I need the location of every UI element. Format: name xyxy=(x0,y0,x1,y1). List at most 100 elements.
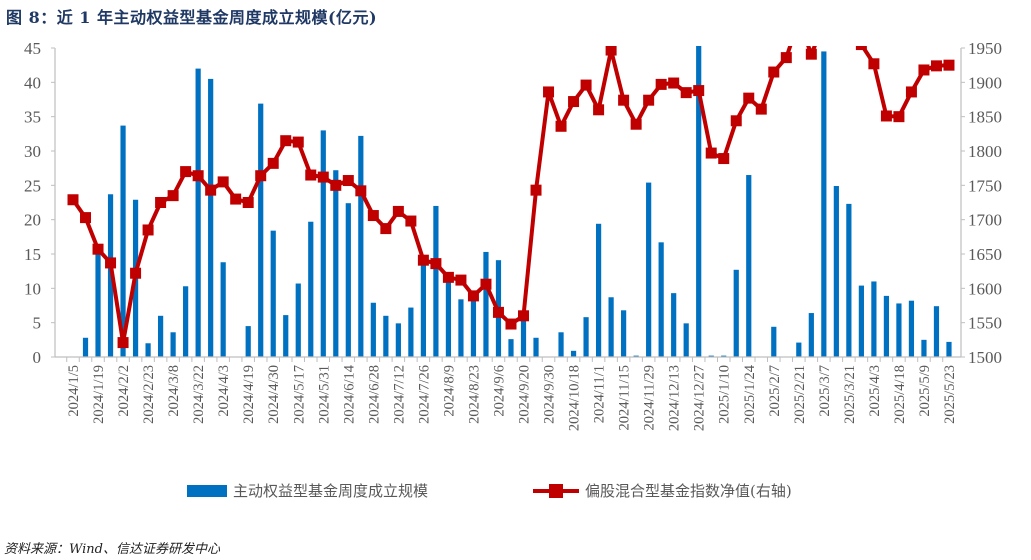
line-marker xyxy=(680,87,692,99)
bar xyxy=(946,341,952,357)
x-tick-label: 2024/9/6 xyxy=(491,365,507,417)
line-marker xyxy=(242,197,254,208)
line-marker xyxy=(255,170,267,182)
chart-title: 图 8：近 1 年主动权益型基金周度成立规模(亿元) xyxy=(6,8,378,27)
bar xyxy=(583,317,589,357)
line-marker xyxy=(593,104,605,116)
x-tick-label: 2025/2/7 xyxy=(767,365,783,417)
line-marker xyxy=(280,135,292,147)
bar xyxy=(395,323,401,357)
line-marker xyxy=(192,170,204,182)
left-tick-label: 0 xyxy=(33,348,42,367)
line-marker xyxy=(442,271,454,283)
chart: 0 5 10 15 20 25 30 35 40 45 1500 1550 1600 1650 1700 17… xyxy=(24,15,1002,431)
bar xyxy=(621,310,627,357)
line-marker xyxy=(405,215,417,227)
right-tick-label: 1600 xyxy=(968,279,1002,298)
line-marker xyxy=(655,78,667,90)
bar xyxy=(420,260,426,357)
legend-bar-label: 主动权益型基金周度成立规模 xyxy=(233,482,429,500)
bar xyxy=(633,355,639,357)
line-marker xyxy=(180,166,192,178)
x-tick-label: 2024/10/18 xyxy=(567,365,583,431)
line-marker xyxy=(543,86,555,98)
bar xyxy=(195,68,201,357)
line-marker xyxy=(355,185,367,197)
line-marker xyxy=(417,254,429,266)
x-tick-label: 2024/8/23 xyxy=(466,365,482,424)
line-marker xyxy=(918,64,930,76)
bar xyxy=(308,221,314,357)
bar xyxy=(721,355,727,357)
bar xyxy=(708,355,714,357)
bar xyxy=(520,315,527,357)
bar xyxy=(508,339,514,357)
x-tick-label: 2025/3/21 xyxy=(842,365,858,424)
line-marker xyxy=(167,190,179,202)
line-marker xyxy=(780,52,792,64)
x-tick-label: 2024/5/17 xyxy=(291,365,307,424)
x-tick-label: 2024/6/28 xyxy=(366,365,382,424)
line-marker xyxy=(342,175,354,187)
line-marker xyxy=(843,32,854,43)
bar xyxy=(408,307,414,357)
x-tick-label: 2024/5/31 xyxy=(316,365,332,424)
bar xyxy=(383,315,389,357)
left-tick-label: 15 xyxy=(24,245,41,264)
line-marker xyxy=(155,197,167,208)
x-tick-label: 2024/4/3 xyxy=(216,365,232,417)
left-tick-label: 35 xyxy=(24,108,41,127)
line-marker xyxy=(568,96,580,108)
bar xyxy=(558,332,564,357)
left-tick-label: 25 xyxy=(24,176,41,195)
bar xyxy=(270,230,276,357)
left-tick-label: 30 xyxy=(24,142,41,161)
x-tick-label: 2025/4/3 xyxy=(867,365,883,417)
bar xyxy=(157,315,164,357)
line-marker xyxy=(555,120,567,132)
bar xyxy=(145,343,151,357)
line-marker xyxy=(893,111,905,123)
bar xyxy=(921,339,927,357)
line-marker xyxy=(805,48,817,60)
bar xyxy=(295,283,301,357)
line-marker xyxy=(430,258,442,270)
left-tick-label: 5 xyxy=(33,314,42,333)
bar xyxy=(283,315,289,357)
line-marker xyxy=(205,184,217,196)
left-tick-label: 20 xyxy=(24,211,41,230)
bar xyxy=(796,342,802,357)
line-marker xyxy=(618,94,630,106)
x-tick-label: 2024/7/12 xyxy=(391,365,407,424)
x-tick-label: 2024/3/22 xyxy=(191,365,207,424)
legend-item-line: 偏股混合型基金指数净值(右轴) xyxy=(533,480,792,501)
x-tick-label: 2024/3/8 xyxy=(166,365,182,417)
x-tick-label: 2025/5/23 xyxy=(942,365,958,424)
bar xyxy=(170,332,176,357)
right-tick-label: 1850 xyxy=(968,108,1002,127)
x-tick-label: 2025/2/21 xyxy=(792,365,808,424)
bar xyxy=(746,175,752,357)
x-tick-label: 2024/2/2 xyxy=(116,365,132,417)
x-tick-label: 2024/2/23 xyxy=(141,365,157,424)
bar xyxy=(320,130,326,357)
line-marker xyxy=(793,15,804,26)
line-marker xyxy=(367,210,379,222)
bar xyxy=(646,182,652,357)
x-tick-label: 2024/11/29 xyxy=(642,365,658,431)
left-tick-label: 45 xyxy=(24,39,41,58)
bar xyxy=(821,51,827,357)
bar xyxy=(595,223,602,357)
line-marker xyxy=(943,59,955,71)
bar xyxy=(345,203,351,357)
bar xyxy=(908,300,915,357)
bar xyxy=(483,251,489,357)
right-tick-label: 1550 xyxy=(968,314,1002,333)
bar xyxy=(896,303,902,357)
bar xyxy=(220,262,226,357)
bar xyxy=(470,293,477,357)
x-tick-label: 2025/1/24 xyxy=(742,364,758,424)
x-tick-label: 2024/4/30 xyxy=(266,365,282,424)
line-marker xyxy=(668,77,680,89)
line-marker xyxy=(768,66,780,78)
